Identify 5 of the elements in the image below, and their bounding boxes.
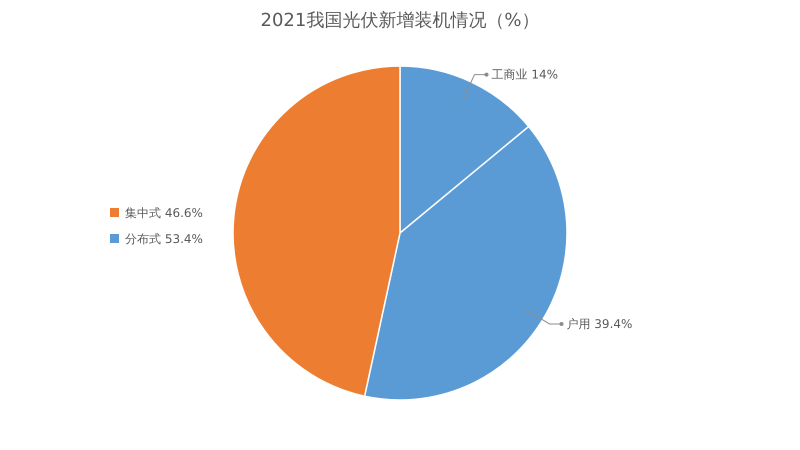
slice-label: 工商业 14%: [492, 68, 558, 82]
legend-label: 集中式 46.6%: [125, 206, 203, 220]
text: 分布式 53.4%: [125, 232, 203, 246]
chart-title: 2021我国光伏新增装机情况（%）: [260, 10, 540, 31]
slice-label: 户用 39.4%: [566, 316, 632, 331]
